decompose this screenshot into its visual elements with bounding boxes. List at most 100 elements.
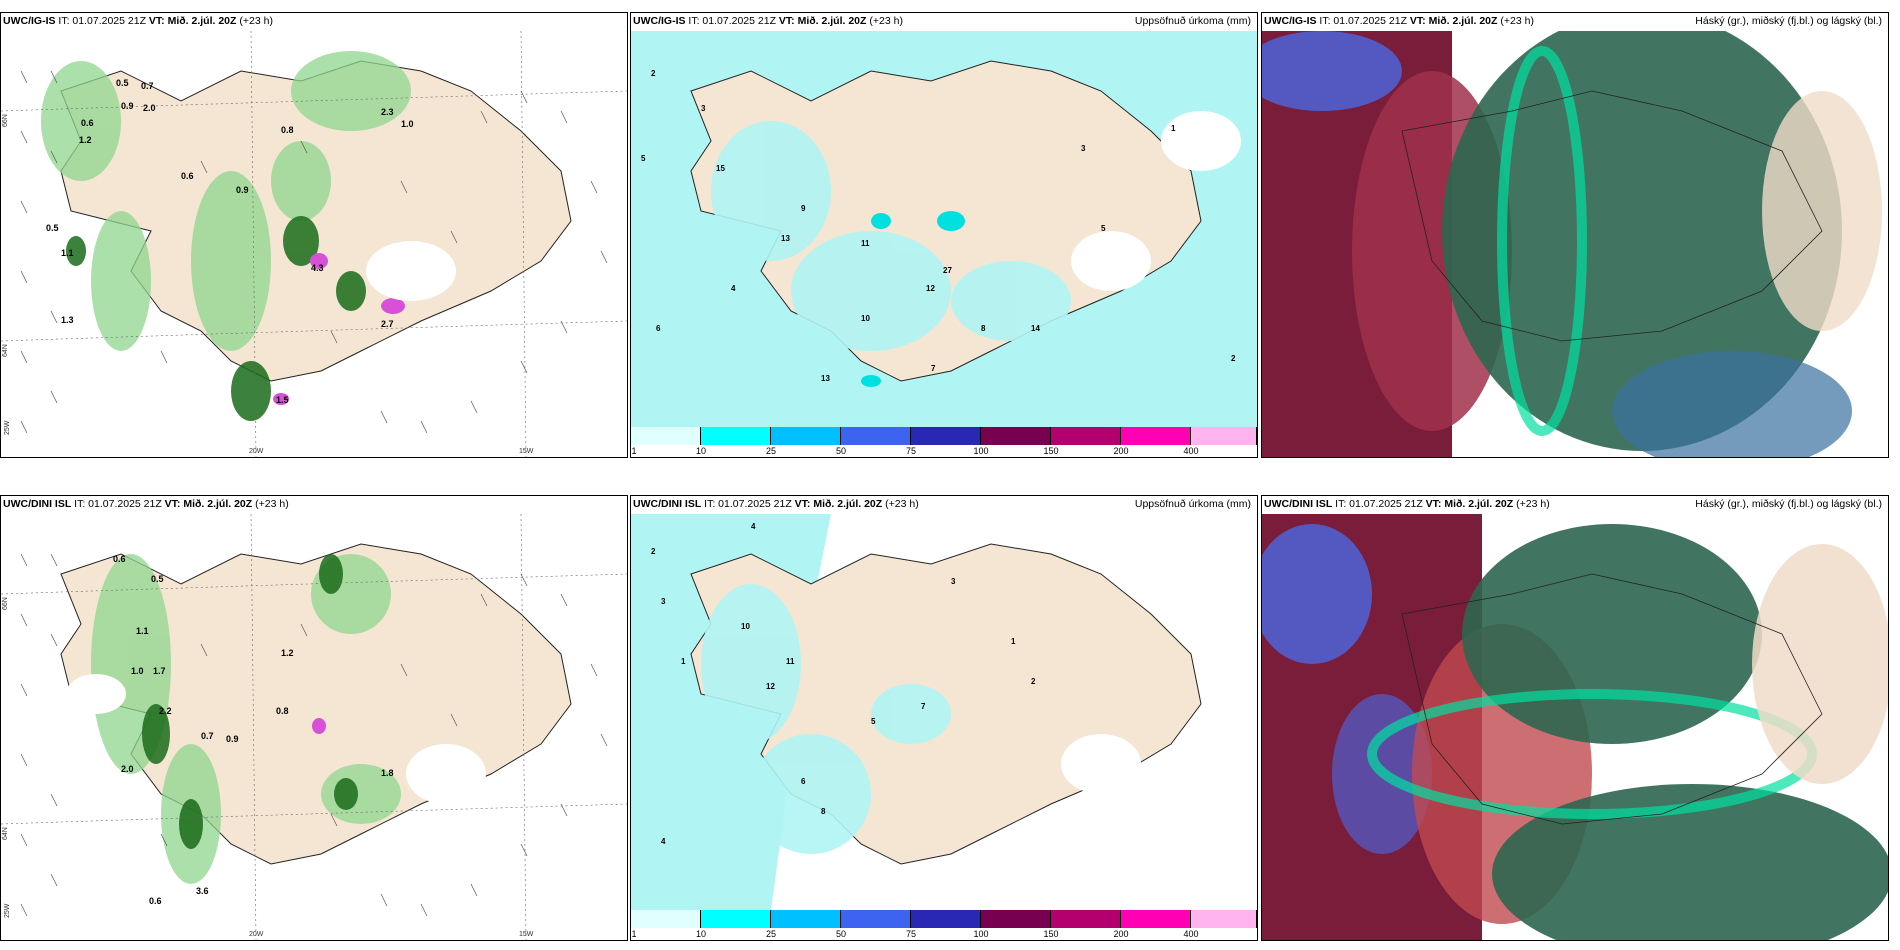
cloud-mid-south xyxy=(1492,784,1888,940)
precip-colorbar: 1 10 25 50 75 100 150 200 400 xyxy=(631,427,1257,457)
valid-time: Mið. 2.júl. 20Z xyxy=(1444,498,1514,510)
colorbar-segment xyxy=(1051,910,1121,928)
init-time: IT: 01.07.2025 21Z xyxy=(1335,498,1423,510)
colorbar-label: 200 xyxy=(1113,446,1129,456)
value-label: 0.9 xyxy=(121,101,134,111)
colorbar-label: 100 xyxy=(973,446,989,456)
colorbar-segment xyxy=(981,910,1051,928)
value-label: 27 xyxy=(943,266,952,275)
value-label: 2 xyxy=(651,69,656,78)
precip-value-labels: 2 5 3 15 13 11 4 9 27 12 6 10 3 1 2 14 1… xyxy=(641,69,1236,383)
panel-dini-precip: UWC/DINI ISL IT: 01.07.2025 21Z VT: Mið.… xyxy=(630,495,1258,941)
panel-header: UWC/DINI ISL IT: 01.07.2025 21Z VT: Mið.… xyxy=(1,498,623,512)
lead-time: (+23 h) xyxy=(1516,498,1550,510)
value-label: 10 xyxy=(741,622,750,631)
axis-labels: 66N 64N 25W 20W 15W xyxy=(2,597,534,938)
colorbar-label: 25 xyxy=(765,929,777,939)
glaciers xyxy=(1071,111,1241,291)
lead-time: (+23 h) xyxy=(239,15,273,27)
value-label: 0.6 xyxy=(113,554,126,564)
glaciers xyxy=(366,241,456,301)
panel-header: UWC/DINI ISL IT: 01.07.2025 21Z VT: Mið.… xyxy=(631,498,1253,512)
cloud-map xyxy=(1262,31,1888,457)
value-label: 1.1 xyxy=(136,626,149,636)
value-label: 2.0 xyxy=(121,764,134,774)
colorbar-label: 150 xyxy=(1043,446,1059,456)
colorbar-label: 1 xyxy=(631,446,637,456)
value-label: 14 xyxy=(1031,324,1040,333)
lon-label: 20W xyxy=(249,931,264,938)
land-east xyxy=(1762,91,1882,331)
value-label: 0.9 xyxy=(236,185,249,195)
colorbar-segment xyxy=(911,910,981,928)
value-label: 2.0 xyxy=(143,103,156,113)
value-label: 8 xyxy=(981,324,986,333)
value-label: 3 xyxy=(661,597,666,606)
precip-map: 2 4 3 1 10 11 12 6 5 7 8 2 3 1 4 xyxy=(631,514,1257,910)
land-east xyxy=(1752,544,1888,784)
colorbar-segment xyxy=(701,427,771,445)
value-label: 0.5 xyxy=(116,78,129,88)
lead-time: (+23 h) xyxy=(885,498,919,510)
init-time: IT: 01.07.2025 21Z xyxy=(1319,15,1407,27)
colorbar-label: 400 xyxy=(1183,446,1199,456)
model-name: UWC/IG-IS xyxy=(633,15,686,27)
valid-time: Mið. 2.júl. 20Z xyxy=(813,498,883,510)
vt-label: VT: xyxy=(1409,15,1426,27)
iceland-outline xyxy=(1401,90,1823,342)
panel-dini-mixed: UWC/DINI ISL IT: 01.07.2025 21Z VT: Mið.… xyxy=(0,495,628,941)
panel-title: Háský (gr.), miðský (fj.bl.) og lágský (… xyxy=(1695,498,1882,510)
value-label: 1 xyxy=(1011,637,1016,646)
vt-label: VT: xyxy=(148,15,165,27)
colorbar-label: 50 xyxy=(835,446,847,456)
wind-barbs xyxy=(20,553,608,917)
graticule xyxy=(1,31,627,457)
value-label: 8 xyxy=(821,807,826,816)
colorbar-label: 1 xyxy=(631,929,637,939)
value-label: 0.5 xyxy=(151,574,164,584)
wind-precip-map: 0.5 0.7 0.9 2.0 0.6 1.2 0.8 1.0 1.1 2.3 … xyxy=(1,31,627,457)
colorbar-segment xyxy=(841,427,911,445)
value-label: 13 xyxy=(821,374,830,383)
lat-label: 66N xyxy=(2,597,9,610)
value-label: 4.3 xyxy=(311,263,324,273)
init-time: IT: 01.07.2025 21Z xyxy=(58,15,146,27)
value-label: 1.1 xyxy=(61,248,74,258)
glaciers xyxy=(1061,734,1141,794)
cloud-high-front xyxy=(1497,46,1587,436)
value-label: 2.3 xyxy=(381,107,394,117)
valid-time: Mið. 2.júl. 20Z xyxy=(1428,15,1498,27)
init-time: IT: 01.07.2025 21Z xyxy=(688,15,776,27)
colorbar-label: 75 xyxy=(905,929,917,939)
panel-header: UWC/DINI ISL IT: 01.07.2025 21Z VT: Mið.… xyxy=(1262,498,1884,512)
lon-label: 20W xyxy=(249,448,264,455)
precip-cyan-cores xyxy=(861,211,965,387)
model-name: UWC/IG-IS xyxy=(1264,15,1317,27)
value-label: 1.8 xyxy=(381,768,394,778)
value-label: 5 xyxy=(641,154,646,163)
value-label: 2.2 xyxy=(159,706,172,716)
colorbar-label: 75 xyxy=(905,446,917,456)
value-label: 3 xyxy=(701,104,706,113)
value-label: 7 xyxy=(921,702,926,711)
value-label: 0.6 xyxy=(149,896,162,906)
colorbar-label: 200 xyxy=(1113,929,1129,939)
lead-time: (+23 h) xyxy=(869,15,903,27)
value-label: 1.0 xyxy=(131,666,144,676)
value-label: 0.7 xyxy=(201,731,214,741)
value-label: 7 xyxy=(931,364,936,373)
value-label: 2 xyxy=(651,547,656,556)
panel-header: UWC/IG-IS IT: 01.07.2025 21Z VT: Mið. 2.… xyxy=(631,15,1253,29)
panel-header: UWC/IG-IS IT: 01.07.2025 21Z VT: Mið. 2.… xyxy=(1,15,623,29)
panel-header: UWC/IG-IS IT: 01.07.2025 21Z VT: Mið. 2.… xyxy=(1262,15,1884,29)
vt-label: VT: xyxy=(164,498,181,510)
precip-labels: 0.6 0.5 1.1 1.0 1.7 2.2 0.8 1.2 0.7 0.9 … xyxy=(113,554,394,906)
init-time: IT: 01.07.2025 21Z xyxy=(704,498,792,510)
graticule xyxy=(1,514,627,940)
precip-magenta-cores xyxy=(273,253,405,405)
panel-title: Háský (gr.), miðský (fj.bl.) og lágský (… xyxy=(1695,15,1882,27)
colorbar-segment xyxy=(911,427,981,445)
precip-labels: 0.5 0.7 0.9 2.0 0.6 1.2 0.8 1.0 1.1 2.3 … xyxy=(46,78,414,405)
init-time: IT: 01.07.2025 21Z xyxy=(74,498,162,510)
precip-dark-cores xyxy=(142,554,358,849)
